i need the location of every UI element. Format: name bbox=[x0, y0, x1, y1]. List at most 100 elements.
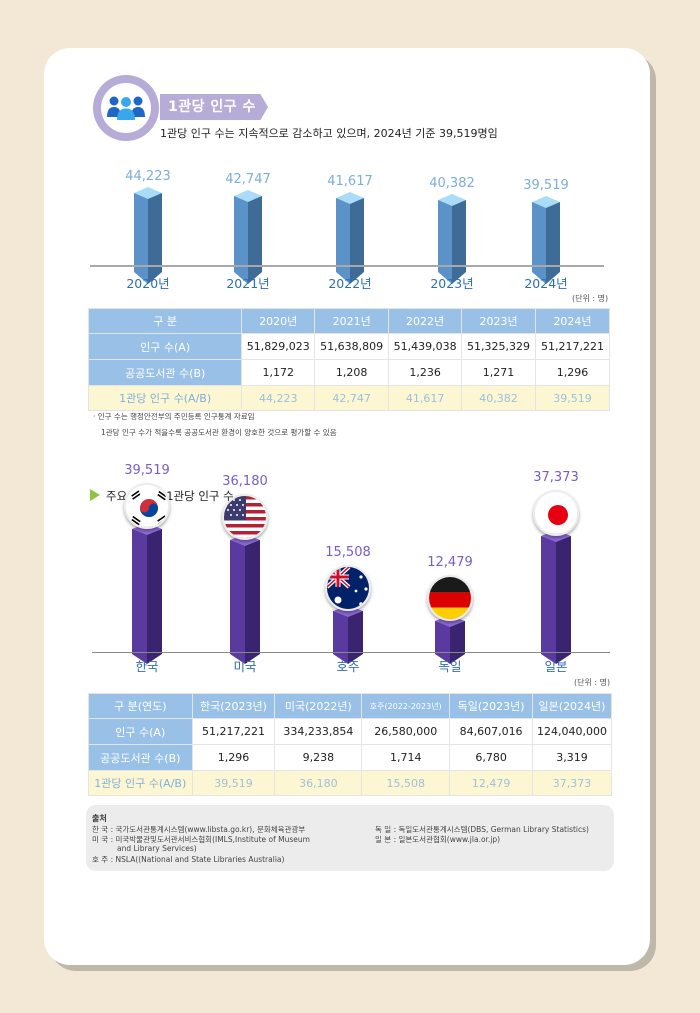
table-cell: 1,172 bbox=[241, 359, 316, 386]
table-cell: 12,479 bbox=[449, 770, 534, 796]
bar-value-label: 39,519 bbox=[124, 463, 170, 478]
row-label: 인구 수(A) bbox=[87, 333, 243, 360]
bar bbox=[230, 534, 260, 664]
row-label: 공공도서관 수(B) bbox=[88, 744, 193, 771]
table-cell: 51,829,023 bbox=[241, 333, 316, 360]
people-group-icon bbox=[107, 96, 145, 120]
table-row-highlight: 1관당 인구 수(A/B) 39,519 36,180 15,508 12,47… bbox=[88, 770, 612, 796]
table-header: 독일(2023년) bbox=[449, 693, 534, 719]
bar bbox=[132, 523, 162, 664]
source-line: 미 국 : 미국박물관및도서관서비스협회(IMLS,Institute of M… bbox=[92, 835, 310, 844]
row-label: 1관당 인구 수(A/B) bbox=[88, 770, 193, 796]
x-axis-label: 2022년 bbox=[328, 276, 372, 291]
table-cell: 37,373 bbox=[532, 770, 612, 796]
table-row-highlight: 1관당 인구 수(A/B) 44,223 42,747 41,617 40,38… bbox=[87, 385, 610, 411]
bar bbox=[134, 187, 162, 284]
row-label: 공공도서관 수(B) bbox=[87, 359, 243, 386]
table-cell: 1,714 bbox=[361, 744, 451, 771]
table-cell: 6,780 bbox=[449, 744, 534, 771]
bar-value-label: 44,223 bbox=[125, 169, 171, 184]
table-cell: 15,508 bbox=[361, 770, 451, 796]
bar bbox=[234, 190, 262, 284]
table-row: 공공도서관 수(B) 1,172 1,208 1,236 1,271 1,296 bbox=[87, 359, 610, 386]
table-row: 공공도서관 수(B) 1,296 9,238 1,714 6,780 3,319 bbox=[88, 744, 612, 771]
bar bbox=[532, 196, 560, 284]
table-cell: 51,217,221 bbox=[535, 333, 610, 360]
table-cell: 9,238 bbox=[274, 744, 363, 771]
unit-label: (단위 : 명) bbox=[572, 294, 609, 303]
bar bbox=[541, 530, 571, 664]
bar-value-label: 42,747 bbox=[225, 172, 271, 187]
table-cell: 1,208 bbox=[314, 359, 390, 386]
table-header: 2024년 bbox=[535, 308, 610, 334]
x-axis-label: 미국 bbox=[233, 659, 257, 674]
bar-value-label: 12,479 bbox=[427, 555, 473, 570]
bar-value-label: 40,382 bbox=[429, 176, 475, 191]
table-cell: 84,607,016 bbox=[449, 718, 534, 745]
source-line: 독 일 : 독일도서관통계시스템(DBS, German Library Sta… bbox=[375, 825, 589, 834]
source-line: and Library Services) bbox=[117, 844, 197, 853]
footnote: 1관당 인구 수가 적을수록 공공도서관 환경이 양호한 것으로 평가할 수 있… bbox=[101, 428, 337, 437]
triangle-bullet-icon bbox=[90, 489, 100, 501]
row-label: 인구 수(A) bbox=[88, 718, 193, 745]
table-cell: 51,217,221 bbox=[191, 718, 276, 745]
table-header: 호주(2022-2023년) bbox=[361, 693, 451, 719]
table-header: 한국(2023년) bbox=[191, 693, 276, 719]
table-cell: 36,180 bbox=[274, 770, 363, 796]
table-header: 구 분(연도) bbox=[88, 693, 193, 719]
x-axis-label: 2023년 bbox=[430, 276, 474, 291]
table-cell: 51,439,038 bbox=[388, 333, 463, 360]
bar-value-label: 39,519 bbox=[523, 178, 569, 193]
table-cell: 41,617 bbox=[388, 385, 463, 411]
section-title: 1관당 인구 수 bbox=[168, 99, 256, 115]
population-table: 구 분 2020년 2021년 2022년 2023년 2024년 인구 수(A… bbox=[87, 308, 610, 411]
x-axis-label: 한국 bbox=[135, 659, 159, 674]
table-header: 일본(2024년) bbox=[532, 693, 612, 719]
table-header: 2021년 bbox=[314, 308, 390, 334]
table-cell: 1,271 bbox=[461, 359, 537, 386]
table-cell: 40,382 bbox=[461, 385, 537, 411]
section-subtitle: 1관당 인구 수는 지속적으로 감소하고 있으며, 2024년 기준 39,51… bbox=[160, 127, 498, 140]
table-row: 인구 수(A) 51,829,023 51,638,809 51,439,038… bbox=[87, 333, 610, 360]
table-header: 2023년 bbox=[461, 308, 537, 334]
table-cell: 51,325,329 bbox=[461, 333, 537, 360]
bar bbox=[333, 605, 363, 664]
x-axis-label: 독일 bbox=[438, 659, 462, 674]
source-title: 출처 bbox=[92, 814, 107, 823]
table-cell: 1,236 bbox=[388, 359, 463, 386]
kr-flag-icon bbox=[124, 483, 170, 529]
table-cell: 39,519 bbox=[535, 385, 610, 411]
table-cell: 1,296 bbox=[535, 359, 610, 386]
table-cell: 26,580,000 bbox=[361, 718, 451, 745]
table-cell: 124,040,000 bbox=[532, 718, 612, 745]
source-line: 한 국 : 국가도서관통계시스템(www.libsta.go.kr), 문화체육… bbox=[92, 825, 306, 834]
us-flag-icon bbox=[222, 494, 268, 540]
table-cell: 44,223 bbox=[241, 385, 316, 411]
section-tag bbox=[160, 94, 268, 120]
x-axis-label: 호주 bbox=[336, 659, 360, 674]
bar-value-label: 36,180 bbox=[222, 474, 268, 489]
unit-label: (단위 : 명) bbox=[574, 678, 611, 687]
de-flag-icon bbox=[427, 575, 473, 621]
table-cell: 39,519 bbox=[191, 770, 276, 796]
country-table: 구 분(연도) 한국(2023년) 미국(2022년) 호주(2022-2023… bbox=[88, 693, 612, 796]
au-flag-icon bbox=[325, 565, 371, 611]
source-box bbox=[86, 805, 614, 871]
table-cell: 42,747 bbox=[314, 385, 390, 411]
footnote: · 인구 수는 행정안전부의 주민등록 인구통계 자료임 bbox=[93, 412, 255, 421]
bar bbox=[336, 192, 364, 284]
chart-baseline bbox=[92, 652, 610, 653]
x-axis-label: 2020년 bbox=[126, 276, 170, 291]
table-header: 2022년 bbox=[388, 308, 463, 334]
chart-baseline bbox=[90, 265, 604, 267]
section-badge-inner bbox=[101, 83, 151, 133]
bar-value-label: 37,373 bbox=[533, 470, 579, 485]
table-cell: 1,296 bbox=[191, 744, 276, 771]
table-cell: 51,638,809 bbox=[314, 333, 390, 360]
table-header: 구 분 bbox=[87, 308, 243, 334]
x-axis-label: 2024년 bbox=[524, 276, 568, 291]
row-label: 1관당 인구 수(A/B) bbox=[87, 385, 243, 411]
table-cell: 3,319 bbox=[532, 744, 612, 771]
bar-value-label: 15,508 bbox=[325, 545, 371, 560]
table-header: 미국(2022년) bbox=[274, 693, 363, 719]
